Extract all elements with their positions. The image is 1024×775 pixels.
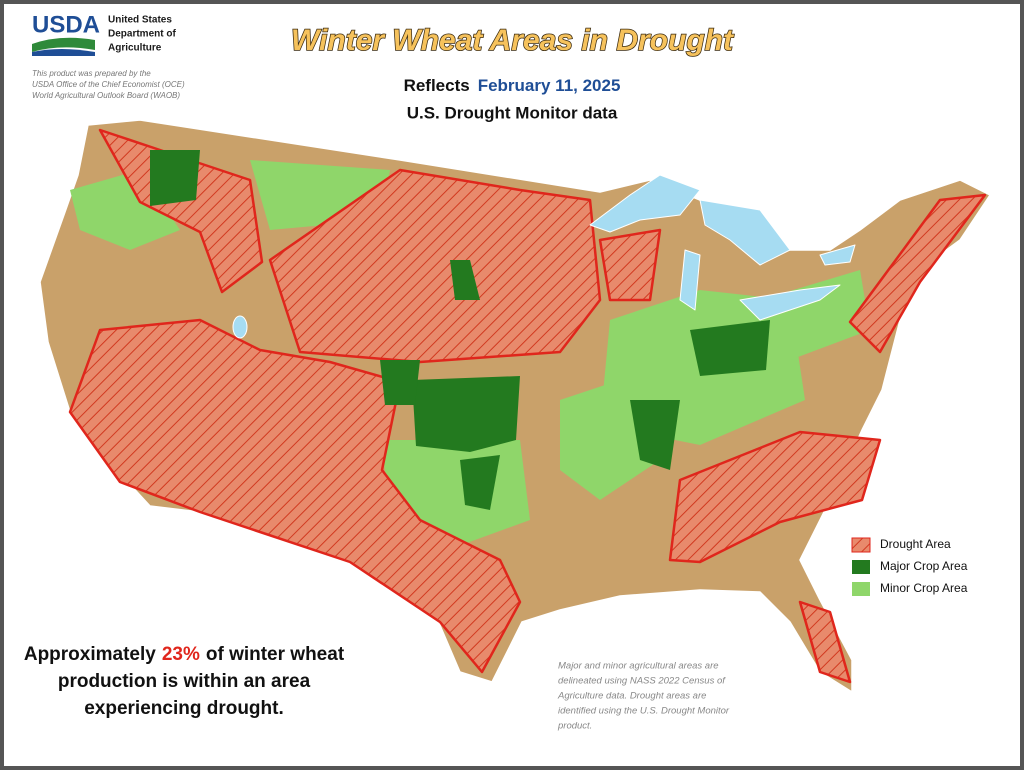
org-line: Department of xyxy=(108,29,176,40)
legend: Drought Area Major Crop Area Minor Crop … xyxy=(851,537,968,596)
subtitle: U.S. Drought Monitor data xyxy=(407,103,618,122)
legend-label: Drought Area xyxy=(880,537,951,551)
summary-line: experiencing drought. xyxy=(84,698,284,719)
summary-text: of winter wheat xyxy=(206,644,345,665)
date: February 11, 2025 xyxy=(478,76,621,95)
org-line: Agriculture xyxy=(108,43,162,54)
summary-line: Approximately 23% of winter wheat xyxy=(24,644,345,665)
footnote-line: identified using the U.S. Drought Monito… xyxy=(558,706,730,717)
org-line: United States xyxy=(108,15,172,26)
footnote-line: Agriculture data. Drought areas are xyxy=(557,691,706,702)
footnote-line: Major and minor agricultural areas are xyxy=(558,661,719,672)
note-line: World Agricultural Outlook Board (WAOB) xyxy=(32,91,180,100)
reflects-label: Reflects xyxy=(404,76,470,95)
summary-line: production is within an area xyxy=(58,671,311,692)
footnote-line: delineated using NASS 2022 Census of xyxy=(558,676,726,687)
title: Winter Wheat Areas in Drought xyxy=(291,24,735,57)
summary-highlight: 23% xyxy=(162,644,200,665)
legend-label: Minor Crop Area xyxy=(880,581,968,595)
usda-logo: USDA xyxy=(32,11,100,56)
note-line: USDA Office of the Chief Economist (OCE) xyxy=(32,80,185,89)
us-map xyxy=(39,119,991,693)
summary: Approximately 23% of winter wheat producti… xyxy=(24,644,345,719)
footnote: Major and minor agricultural areas are d… xyxy=(557,661,730,732)
note-line: This product was prepared by the xyxy=(32,69,151,78)
reflects-line: Reflects February 11, 2025 xyxy=(404,76,621,95)
footnote-line: product. xyxy=(557,721,592,732)
summary-text: Approximately xyxy=(24,644,156,665)
agency: USDA xyxy=(32,11,100,38)
legend-label: Major Crop Area xyxy=(880,559,968,573)
